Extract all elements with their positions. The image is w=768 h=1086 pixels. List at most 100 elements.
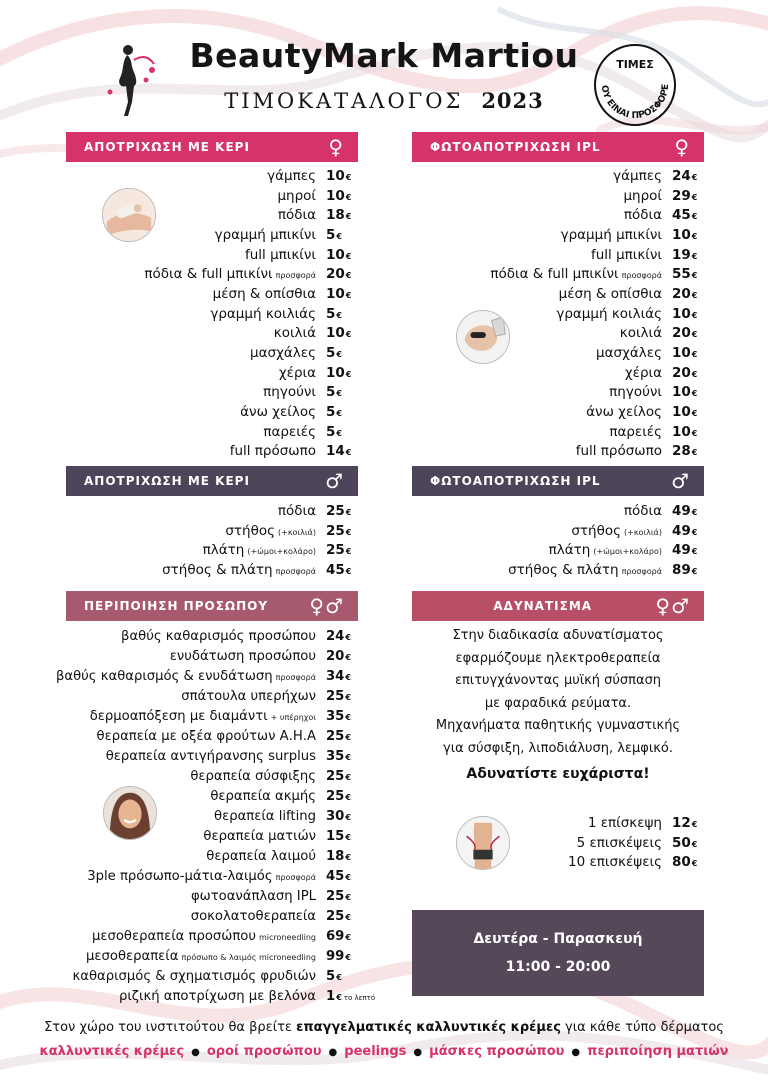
service-name: πόδια [277,502,316,519]
price-value: 20 [672,285,691,302]
price-cell: 25€ [316,909,366,924]
price-cell: 30€ [316,809,366,824]
price-value: 10 [672,345,691,362]
euro-sign: € [345,752,351,762]
service-name: 5 επισκέψεις [576,834,662,851]
price-list-wax-female: γάμπες 10€ μηροί 10€ πόδια 18€ γραμμή μπικίνι 5… [66,166,366,461]
service-name: πόδια & full μπικίνι [490,266,619,283]
price-cell: 25€ [316,789,366,804]
service-name-cell: γραμμή μπικίνι [66,227,316,243]
service-name-cell: καθαρισμός & σχηματισμός φρυδιών [14,969,317,984]
euro-sign: € [691,212,698,222]
service-name: full μπικίνι [590,246,662,263]
price-row: 10 επισκέψεις 80€ [412,852,712,872]
price-row: θεραπεία με οξέα φρούτων Α.Η.Α 25€ [14,726,366,746]
ipl-photo [456,310,510,364]
price-value: 12 [672,814,691,831]
service-name-cell: πηγούνι [412,384,662,400]
service-name-cell: στήθος & πλάτη προσφορά [412,562,662,578]
service-name-cell: πλάτη (+ώμοι+κολάρο) [412,542,662,558]
price-value: 10 [672,305,691,322]
footer-text: Στον χώρο του ινστιτούτου θα βρείτε [44,1020,297,1035]
price-row: στήθος (+κοιλιά) 25€ [66,521,366,541]
price-value: 30 [326,808,345,824]
price-row: πόδια & full μπικίνι προσφορά 55€ [412,264,712,284]
price-value: 45 [326,561,345,578]
service-name-cell: βαθύς καθαρισμός & ενυδάτωση προσφορά [14,669,316,684]
section-header-wax-female: ΑΠΟΤΡΙΧΩΣΗ ΜΕ ΚΕΡΙ ♀ [66,132,358,162]
service-name-cell: μηροί [66,188,316,204]
euro-sign: € [691,389,698,399]
price-value: 1 [326,989,336,1005]
unisex-symbol-icon: ♀♂ [655,594,690,618]
euro-sign: € [345,692,351,702]
price-value: 10 [672,423,691,440]
price-row: βαθύς καθαρισμός & ενυδάτωση προσφορά 34€ [14,666,366,686]
price-cell: 25€ [316,889,366,904]
opening-days: Δευτέρα - Παρασκευή [473,931,643,947]
opening-hours: Δευτέρα - Παρασκευή 11:00 - 20:00 [412,910,704,996]
price-row: πηγούνι 5€ [66,383,366,403]
stamp-line-1: ΤΙΜΕΣ [616,58,654,71]
price-row: μέση & οπίσθια 10€ [66,284,366,304]
price-list-wax-male: πόδια 25€ στήθος (+κοιλιά) 25€ πλάτη (+ώμοι+κο… [66,501,366,580]
price-cell: 20€ [662,365,712,381]
euro-sign: € [345,271,352,281]
euro-sign: € [691,172,698,182]
price-value: 25 [326,728,345,744]
price-row: γάμπες 10€ [66,166,366,186]
price-cell: 89€ [662,562,712,578]
bullet-icon: ● [328,1047,338,1058]
price-cell: 10€ [662,384,712,400]
euro-sign: € [345,792,351,802]
price-cell: 50€ [662,835,712,851]
price-cell: 25€ [316,769,366,784]
price-row: μεσοθεραπεία πρόσωπο & λαιμός microneedli… [14,947,366,967]
price-row: θεραπεία αντιγήρανσης surplus 35€ [14,746,366,766]
section-title: ΦΩΤΟΑΠΟΤΡΙΧΩΣΗ IPL [430,140,601,154]
price-row: βαθύς καθαρισμός προσώπου 24€ [14,626,366,646]
price-row: πλάτη (+ώμοι+κολάρο) 25€ [66,540,366,560]
opening-time: 11:00 - 20:00 [505,959,611,975]
price-value: 10 [672,384,691,401]
price-value: 28 [672,443,691,460]
price-cell: 25€ [316,503,366,519]
euro-sign: € [691,428,698,438]
footer-note: Στον χώρο του ινστιτούτου θα βρείτε επαγ… [0,1020,768,1035]
price-cell: 25€ [316,689,366,704]
service-name-cell: σπάτουλα υπερήχων [14,689,316,704]
price-cell: 12€ [662,815,712,831]
euro-sign: € [345,192,352,202]
price-value: 14 [326,443,345,460]
euro-sign: € [691,839,698,849]
service-name-cell: κοιλιά [412,325,662,341]
price-row: θεραπεία lifting 30€ [14,806,366,826]
price-cell: 5€ [316,384,366,400]
service-name-cell: ενυδάτωση προσώπου [14,649,316,664]
euro-sign: € [691,859,698,869]
waxing-photo [102,188,156,242]
price-row: χέρια 10€ [66,363,366,383]
service-name-cell: μέση & οπίσθια [412,286,662,302]
slimming-line: για σύσφιξη, λιποδιάλυση, λεμφικό. [443,740,673,756]
price-list-slimming: 1 επίσκεψη 12€ 5 επισκέψεις 50€ 10 επισκέψει… [412,813,712,872]
euro-sign: € [691,231,698,241]
price-cell: 10€ [316,365,366,381]
unisex-symbol-icon: ♀♂ [309,594,344,618]
price-row: σπάτουλα υπερήχων 25€ [14,686,366,706]
service-name-cell: full μπικίνι [66,247,316,263]
price-row: ενυδάτωση προσώπου 20€ [14,646,366,666]
euro-sign: € [691,566,698,576]
price-row: κοιλιά 10€ [66,324,366,344]
price-value: 80 [672,854,691,871]
service-name: γάμπες [267,167,316,184]
euro-sign: € [345,732,351,742]
service-name-cell: θεραπεία lifting [14,809,316,824]
euro-sign: € [336,993,342,1003]
euro-sign: € [345,290,352,300]
service-note: προσφορά [275,566,316,576]
service-name: μεσοθεραπεία [86,949,179,965]
section-header-ipl-female: ΦΩΤΟΑΠΟΤΡΙΧΩΣΗ IPL ♀ [412,132,704,162]
price-value: 5 [326,404,336,421]
price-list-ipl-male: πόδια 49€ στήθος (+κοιλιά) 49€ πλάτη (+ώμοι+κο… [412,501,712,580]
